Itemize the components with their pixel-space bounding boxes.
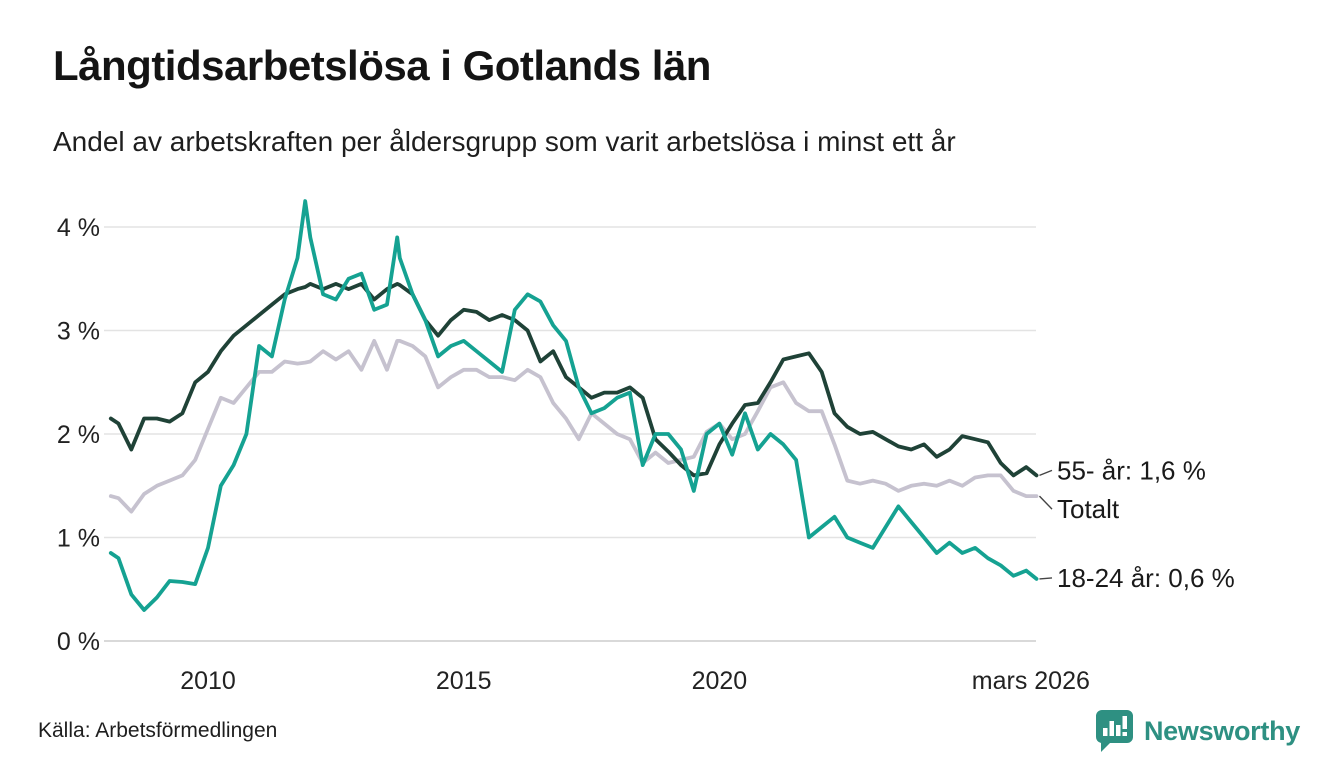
newsworthy-logo-icon <box>1095 710 1133 752</box>
series-end-label-totalt: Totalt <box>1057 494 1120 524</box>
y-axis-tick-label: 2 % <box>57 421 100 449</box>
label-connector <box>1039 469 1053 477</box>
x-axis-tick-label: 2020 <box>692 667 748 695</box>
newsworthy-brand-text: Newsworthy <box>1143 715 1300 746</box>
series-line-18-24-r <box>108 199 1039 612</box>
series-line-55-r <box>108 281 1039 478</box>
chart-subtitle: Andel av arbetskraften per åldersgrupp s… <box>53 126 956 157</box>
chart-title: Långtidsarbetslösa i Gotlands län <box>53 42 711 89</box>
newsworthy-brand: Newsworthy <box>1094 708 1300 754</box>
source-note: Källa: Arbetsförmedlingen <box>38 719 278 742</box>
x-axis-tick-label: mars 2026 <box>972 667 1090 695</box>
y-axis-tick-label: 4 % <box>57 214 100 242</box>
label-connector <box>1039 577 1053 580</box>
y-axis-tick-label: 1 % <box>57 525 100 553</box>
y-axis-tick-label: 0 % <box>57 628 100 656</box>
y-axis-tick-label: 3 % <box>57 318 100 346</box>
series-end-label-18-24-r: 18-24 år: 0,6 % <box>1057 563 1235 593</box>
series-line-totalt <box>108 338 1039 514</box>
label-connector <box>1038 495 1053 510</box>
series-end-label-55-r: 55- år: 1,6 % <box>1057 455 1206 485</box>
x-axis-tick-label: 2010 <box>180 667 236 695</box>
x-axis-tick-label: 2015 <box>436 667 492 695</box>
